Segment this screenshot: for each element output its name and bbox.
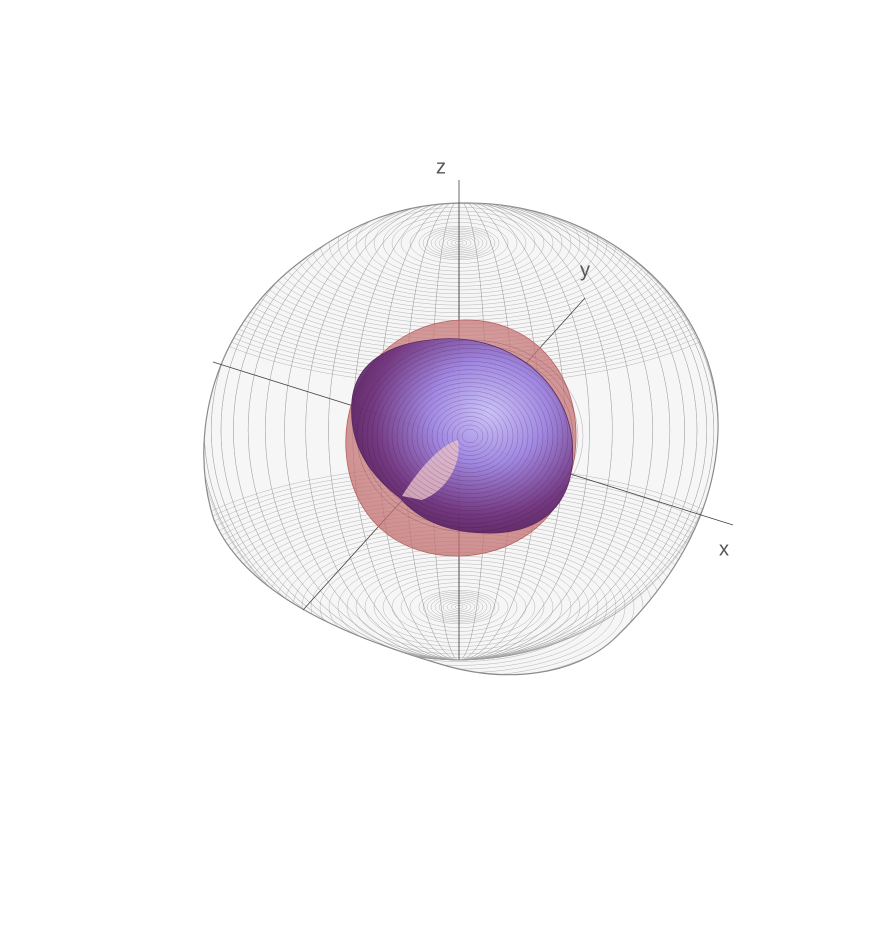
inner-ring bbox=[401, 378, 539, 494]
inner-ring bbox=[411, 386, 529, 486]
inner-ring bbox=[456, 424, 484, 448]
inner-ring bbox=[391, 369, 549, 503]
inner-ring bbox=[421, 395, 519, 477]
inner-surface-ridge bbox=[402, 440, 459, 500]
inner-wireframe bbox=[356, 339, 584, 533]
inner-ring bbox=[431, 403, 509, 469]
inner-ring bbox=[436, 407, 504, 465]
inner-ring bbox=[356, 339, 584, 533]
z-axis-label: z bbox=[436, 156, 446, 178]
inner-ring bbox=[381, 361, 559, 511]
x-axis-label: x bbox=[719, 538, 729, 560]
inner-ring bbox=[366, 348, 574, 524]
inner-ring bbox=[441, 412, 499, 460]
inner-ring bbox=[396, 373, 544, 499]
inner-ring bbox=[376, 356, 564, 516]
inner-ring bbox=[386, 365, 554, 507]
inner-ring bbox=[451, 420, 489, 452]
inner-ring bbox=[371, 352, 569, 520]
inner-ring bbox=[446, 416, 494, 456]
inner-ring bbox=[361, 344, 579, 528]
inner-ring bbox=[416, 390, 524, 482]
inner-ring bbox=[461, 429, 479, 443]
inner-ring bbox=[406, 382, 534, 490]
y-axis-label: y bbox=[580, 259, 590, 281]
inner-ring bbox=[426, 399, 514, 473]
